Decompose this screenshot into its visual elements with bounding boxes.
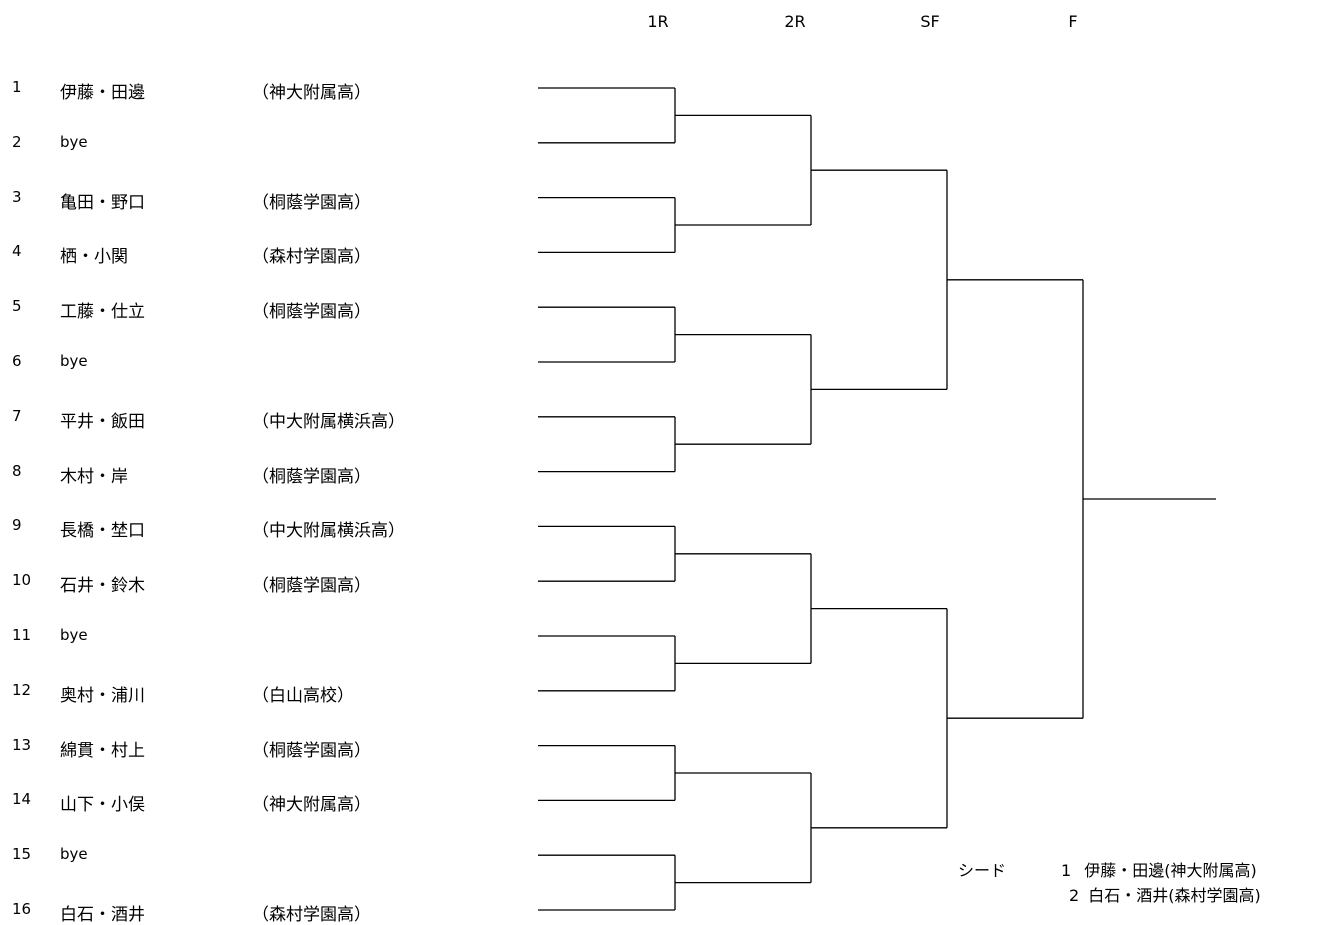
player-pair-name: 奥村・浦川 [60, 685, 145, 706]
seed-line-text: 白石・酒井(森村学園高) [1088, 886, 1261, 905]
entry-row: 7 平井・飯田 （中大附属横浜高） [0, 406, 520, 432]
player-pair-name: 山下・小俣 [60, 795, 145, 816]
entry-row: 6 bye [0, 352, 520, 376]
entry-number: 16 [12, 900, 32, 918]
round-label-1r: 1R [647, 12, 669, 31]
entry-row: 4 栖・小関 （森村学園高） [0, 242, 520, 268]
entry-row: 2 bye [0, 133, 520, 157]
entry-number: 1 [12, 78, 22, 96]
entry-row: 1 伊藤・田邊 （神大附属高） [0, 78, 520, 103]
entry-row: 13 綿貫・村上 （桐蔭学園高） [0, 735, 520, 761]
entry-number: 10 [12, 571, 32, 590]
player-pair-name: 亀田・野口 [60, 192, 145, 213]
seed-line-2: 2 白石・酒井(森村学園高) [1069, 882, 1261, 906]
player-pair-name: 栖・小関 [60, 247, 128, 268]
school-name: （中大附属横浜高） [252, 521, 405, 542]
entry-number: 6 [12, 352, 22, 370]
school-name: （中大附属横浜高） [252, 411, 405, 432]
entry-number: 9 [12, 516, 22, 535]
entry-number: 8 [12, 461, 22, 480]
player-pair-name: 石井・鈴木 [60, 576, 145, 597]
entry-row: 8 木村・岸 （桐蔭学園高） [0, 461, 520, 487]
player-pair-name: 綿貫・村上 [60, 740, 145, 761]
seed-line-no: 2 [1069, 886, 1080, 905]
entry-row: 15 bye [0, 845, 520, 869]
player-pair-name: 木村・岸 [60, 466, 128, 487]
player-pair-name: 平井・飯田 [60, 411, 145, 432]
seed-line-1: 1 伊藤・田邊(神大附属高) [1061, 857, 1257, 881]
player-pair-name: 伊藤・田邊 [60, 83, 145, 103]
school-name: （桐蔭学園高） [252, 192, 371, 213]
entry-row: 11 bye [0, 626, 520, 650]
player-pair-name: 長橋・埜口 [60, 521, 145, 542]
entry-number: 7 [12, 406, 22, 425]
entry-number: 3 [12, 187, 22, 206]
player-pair-name: bye [60, 845, 88, 864]
school-name: （桐蔭学園高） [252, 466, 371, 487]
school-name: （神大附属高） [252, 795, 371, 816]
entry-number: 13 [12, 735, 32, 754]
entry-row: 10 石井・鈴木 （桐蔭学園高） [0, 571, 520, 597]
seed-heading: シード [958, 861, 1007, 880]
round-label-sf: SF [920, 12, 940, 31]
entry-number: 5 [12, 297, 22, 316]
player-pair-name: bye [60, 132, 88, 151]
school-name: （森村学園高） [252, 247, 371, 268]
entry-row: 5 工藤・仕立 （桐蔭学園高） [0, 297, 520, 323]
entry-number: 15 [12, 845, 32, 864]
school-name: （神大附属高） [252, 83, 371, 103]
entry-number: 14 [12, 790, 32, 809]
entry-number: 2 [12, 132, 22, 151]
player-pair-name: 工藤・仕立 [60, 302, 145, 323]
round-label-2r: 2R [784, 12, 806, 31]
school-name: （桐蔭学園高） [252, 576, 371, 597]
entry-row: 12 奥村・浦川 （白山高校） [0, 680, 520, 706]
entry-row: 9 長橋・埜口 （中大附属横浜高） [0, 516, 520, 542]
entry-number: 4 [12, 242, 22, 261]
entry-row: 14 山下・小俣 （神大附属高） [0, 790, 520, 816]
entry-number: 11 [12, 626, 32, 644]
seed-line-no: 1 [1061, 861, 1072, 880]
player-pair-name: bye [60, 352, 88, 370]
school-name: （桐蔭学園高） [252, 740, 371, 761]
entry-number: 12 [12, 680, 32, 699]
entry-row: 3 亀田・野口 （桐蔭学園高） [0, 187, 520, 213]
school-name: （白山高校） [252, 685, 354, 706]
player-pair-name: bye [60, 626, 88, 644]
seed-line-text: 伊藤・田邊(神大附属高) [1084, 861, 1257, 880]
school-name: （桐蔭学園高） [252, 302, 371, 323]
round-label-f: F [1068, 12, 1078, 31]
